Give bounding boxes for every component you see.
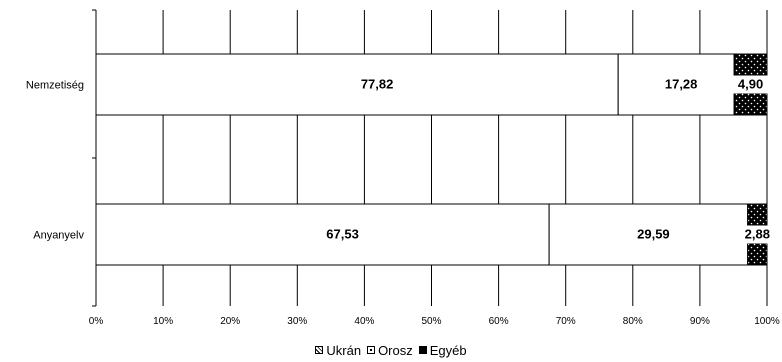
legend-item-ukran: Ukrán xyxy=(315,343,361,358)
data-label-bg-egyeb xyxy=(739,225,776,244)
bar-orosz-1 xyxy=(548,203,749,266)
data-label-ukran: 67,53 xyxy=(326,227,359,242)
x-tick-label: 40% xyxy=(354,316,374,327)
legend-swatch-egyeb xyxy=(418,346,427,354)
stacked-bar-chart: 77,82 17,28 4,90 67,53 29,59 2,88 0% 10% 20% 30%… xyxy=(26,9,780,327)
x-tick-label: 20% xyxy=(220,316,240,327)
bars: 77,82 17,28 4,90 67,53 29,59 2,88 xyxy=(95,53,776,266)
legend: Ukrán Orosz Egyéb xyxy=(0,340,782,360)
legend-item-orosz: Orosz xyxy=(367,343,413,358)
x-tick-label: 50% xyxy=(421,316,441,327)
data-label-orosz: 17,28 xyxy=(665,77,698,92)
legend-item-egyeb: Egyéb xyxy=(418,342,467,358)
data-label-orosz: 29,59 xyxy=(637,227,670,242)
category-label: Anyanyelv xyxy=(33,230,84,242)
x-tick-label: 80% xyxy=(623,316,643,327)
data-label-bg-egyeb xyxy=(732,75,769,94)
legend-label-ukran: Ukrán xyxy=(326,342,362,358)
data-label-egyeb: 2,88 xyxy=(745,227,770,242)
x-tick-label: 0% xyxy=(89,316,104,327)
bar-orosz-0 xyxy=(617,53,735,116)
legend-label-egyeb: Egyéb xyxy=(429,342,467,358)
data-label-ukran: 77,82 xyxy=(361,77,394,92)
x-tick-label: 10% xyxy=(153,316,173,327)
x-tick-label: 100% xyxy=(754,316,780,327)
category-label: Nemzetiség xyxy=(26,80,84,92)
x-tick-label: 90% xyxy=(690,316,710,327)
legend-swatch-ukran xyxy=(315,346,324,354)
axes: 0% 10% 20% 30% 40% 50% 60% 70% 80% 90% 100% Nemzeti… xyxy=(26,9,780,327)
x-tick-label: 30% xyxy=(287,316,307,327)
bar-ukrán-1 xyxy=(95,203,550,266)
data-label-egyeb: 4,90 xyxy=(738,77,763,92)
legend-label-orosz: Orosz xyxy=(378,342,413,358)
x-tick-label: 70% xyxy=(556,316,576,327)
bar-ukrán-0 xyxy=(95,53,619,116)
x-tick-label: 60% xyxy=(489,316,509,327)
legend-swatch-orosz xyxy=(367,346,376,354)
